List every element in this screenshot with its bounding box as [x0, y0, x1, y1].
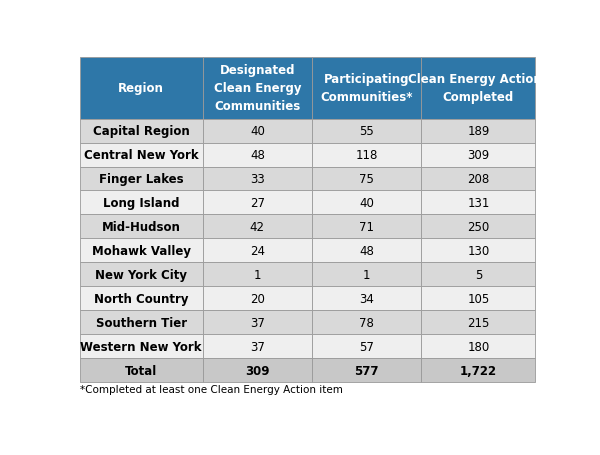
Text: 71: 71 — [359, 220, 374, 233]
Text: 309: 309 — [467, 149, 490, 162]
Text: 5: 5 — [475, 268, 482, 281]
Text: 40: 40 — [250, 125, 265, 138]
Bar — [203, 358, 312, 382]
Bar — [80, 239, 203, 263]
Bar — [203, 191, 312, 215]
Text: 309: 309 — [245, 364, 269, 377]
Bar — [421, 334, 535, 358]
Text: 250: 250 — [467, 220, 490, 233]
Bar — [312, 119, 421, 143]
Text: 34: 34 — [359, 292, 374, 305]
Bar — [312, 239, 421, 263]
Bar — [312, 358, 421, 382]
Text: 27: 27 — [250, 197, 265, 209]
Text: 105: 105 — [467, 292, 490, 305]
Text: 131: 131 — [467, 197, 490, 209]
Text: 37: 37 — [250, 316, 265, 329]
Text: 37: 37 — [250, 340, 265, 353]
Bar — [203, 287, 312, 310]
Text: 215: 215 — [467, 316, 490, 329]
Text: Mid-Hudson: Mid-Hudson — [102, 220, 181, 233]
Text: 130: 130 — [467, 244, 490, 257]
Bar — [203, 334, 312, 358]
Bar — [421, 287, 535, 310]
Bar — [80, 263, 203, 287]
Bar — [421, 143, 535, 167]
Text: 24: 24 — [250, 244, 265, 257]
Text: 1: 1 — [363, 268, 370, 281]
Text: Western New York: Western New York — [80, 340, 202, 353]
Text: 180: 180 — [467, 340, 490, 353]
Text: 42: 42 — [250, 220, 265, 233]
Text: Designated
Clean Energy
Communities: Designated Clean Energy Communities — [214, 64, 301, 113]
Bar — [312, 287, 421, 310]
Text: 57: 57 — [359, 340, 374, 353]
Text: Total: Total — [125, 364, 157, 377]
Bar — [421, 310, 535, 334]
Text: 40: 40 — [359, 197, 374, 209]
Text: 55: 55 — [359, 125, 374, 138]
Text: 20: 20 — [250, 292, 265, 305]
Text: Southern Tier: Southern Tier — [95, 316, 187, 329]
Text: North Country: North Country — [94, 292, 188, 305]
Bar — [80, 310, 203, 334]
Bar — [312, 191, 421, 215]
Bar — [421, 358, 535, 382]
Bar — [203, 263, 312, 287]
Text: 48: 48 — [250, 149, 265, 162]
Text: 75: 75 — [359, 172, 374, 186]
Bar — [203, 143, 312, 167]
Bar — [312, 263, 421, 287]
Bar — [80, 358, 203, 382]
Bar — [421, 191, 535, 215]
Bar — [421, 119, 535, 143]
Text: Long Island: Long Island — [103, 197, 179, 209]
Text: Participating
Communities*: Participating Communities* — [320, 73, 413, 104]
Bar — [203, 310, 312, 334]
Bar — [80, 143, 203, 167]
Bar — [312, 310, 421, 334]
Text: 208: 208 — [467, 172, 490, 186]
Bar — [203, 119, 312, 143]
Bar — [421, 263, 535, 287]
Bar — [421, 215, 535, 239]
Bar — [421, 58, 535, 119]
Text: Clean Energy Actions
Completed: Clean Energy Actions Completed — [408, 73, 549, 104]
Bar — [421, 239, 535, 263]
Text: New York City: New York City — [95, 268, 187, 281]
Text: 1: 1 — [254, 268, 261, 281]
Bar — [203, 167, 312, 191]
Bar — [80, 167, 203, 191]
Text: 189: 189 — [467, 125, 490, 138]
Bar — [312, 167, 421, 191]
Bar — [421, 167, 535, 191]
Bar — [312, 334, 421, 358]
Text: 118: 118 — [356, 149, 378, 162]
Text: 1,722: 1,722 — [460, 364, 497, 377]
Bar — [203, 58, 312, 119]
Text: Finger Lakes: Finger Lakes — [99, 172, 184, 186]
Bar — [80, 287, 203, 310]
Bar — [80, 334, 203, 358]
Bar — [203, 215, 312, 239]
Bar — [80, 215, 203, 239]
Bar — [312, 215, 421, 239]
Text: Central New York: Central New York — [84, 149, 199, 162]
Text: *Completed at least one Clean Energy Action item: *Completed at least one Clean Energy Act… — [80, 384, 343, 394]
Text: 78: 78 — [359, 316, 374, 329]
Text: Capital Region: Capital Region — [93, 125, 190, 138]
Bar — [203, 239, 312, 263]
Bar — [80, 58, 203, 119]
Text: 48: 48 — [359, 244, 374, 257]
Text: Region: Region — [118, 82, 164, 95]
Bar — [312, 58, 421, 119]
Bar — [312, 143, 421, 167]
Bar — [80, 119, 203, 143]
Bar — [80, 191, 203, 215]
Text: 577: 577 — [355, 364, 379, 377]
Text: Mohawk Valley: Mohawk Valley — [92, 244, 191, 257]
Text: 33: 33 — [250, 172, 265, 186]
